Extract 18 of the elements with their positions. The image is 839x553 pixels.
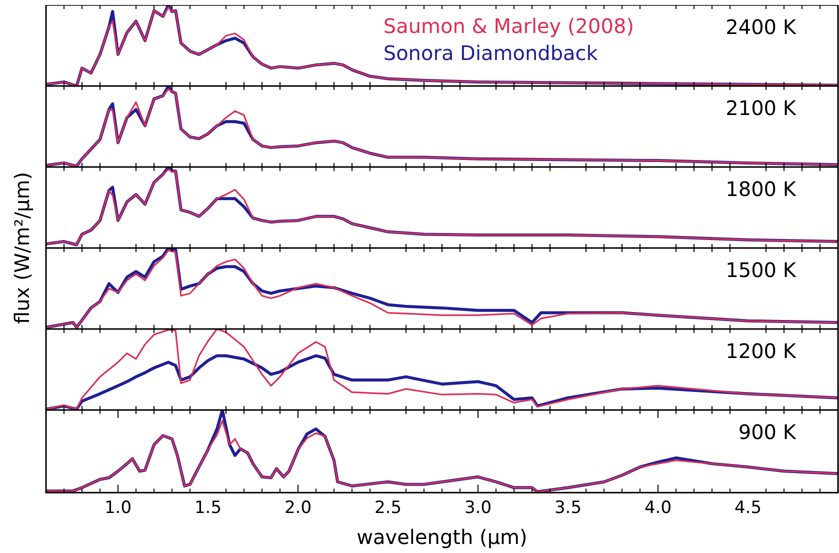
- annotation: 900 K: [738, 420, 797, 444]
- annotation: 2100 K: [726, 96, 797, 120]
- x-tick-label: 2.0: [284, 498, 312, 518]
- annotation: 1200 K: [726, 339, 797, 364]
- series-label: Sonora Diamondback: [383, 40, 599, 67]
- annotation: 2400 K: [726, 15, 797, 40]
- x-tick-label: 4.5: [734, 498, 762, 518]
- y-axis-title: flux (W/m²/μm): [10, 172, 34, 324]
- series-label: Saumon & Marley (2008): [383, 13, 634, 40]
- x-tick-label: 3.5: [554, 498, 582, 518]
- annotation: 1500 K: [726, 258, 797, 282]
- x-tick-label: 1.0: [104, 498, 132, 518]
- x-tick-label: 2.5: [374, 498, 402, 518]
- x-tick-label: 4.0: [644, 498, 672, 518]
- x-axis-title: wavelength (μm): [356, 525, 528, 550]
- annotation: 1800 K: [726, 177, 797, 202]
- x-tick-label: 3.0: [464, 498, 492, 518]
- x-tick-label: 1.5: [194, 498, 222, 518]
